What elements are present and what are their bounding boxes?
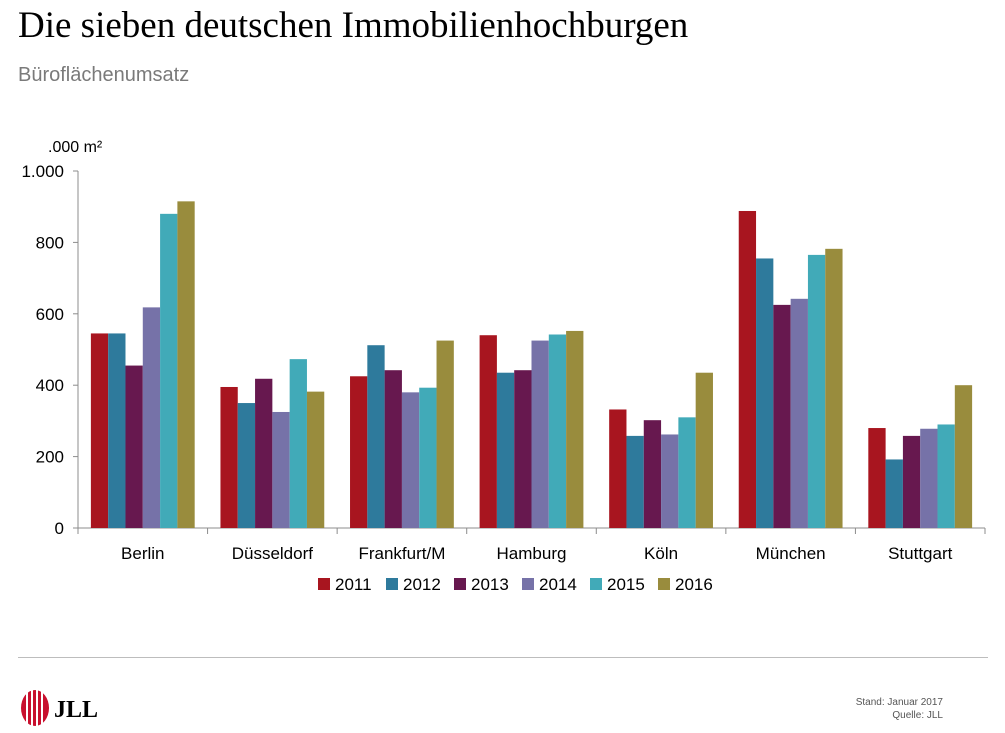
bar-düsseldorf-2016: [306, 391, 325, 528]
y-tick-label: 1.000: [21, 162, 64, 181]
bar-münchen-2015: [807, 254, 826, 528]
legend-swatch-2015: [590, 578, 602, 590]
x-tick-label: Köln: [644, 544, 678, 563]
jll-logo-mark: [21, 690, 49, 726]
legend-swatch-2011: [318, 578, 330, 590]
y-tick-label: 400: [36, 376, 64, 395]
legend-label-2016: 2016: [675, 575, 713, 594]
bar-münchen-2012: [756, 258, 774, 528]
footer-stand: Stand: Januar 2017: [855, 697, 943, 708]
bar-münchen-2014: [790, 298, 808, 528]
bar-münchen-2016: [825, 248, 843, 529]
legend-label-2011: 2011: [335, 575, 372, 594]
bar-berlin-2013: [125, 365, 143, 528]
bar-stuttgart-2012: [885, 459, 903, 528]
bar-hamburg-2011: [479, 335, 497, 528]
legend-swatch-2013: [454, 578, 466, 590]
bar-berlin-2011: [90, 333, 109, 528]
bar-münchen-2013: [773, 304, 791, 528]
bar-düsseldorf-2014: [272, 411, 290, 528]
footer-divider: [18, 657, 988, 658]
bar-düsseldorf-2011: [220, 386, 238, 528]
chart-subtitle: Büroflächenumsatz: [18, 64, 190, 86]
bar-stuttgart-2014: [920, 428, 938, 528]
bar-frankfurt-m-2011: [350, 376, 368, 528]
jll-logo: JLL: [21, 690, 98, 726]
legend-label-2014: 2014: [539, 575, 577, 594]
bar-düsseldorf-2012: [237, 403, 256, 528]
legend-label-2015: 2015: [607, 575, 645, 594]
footer-source: Quelle: JLL: [892, 710, 943, 721]
x-tick-label: Düsseldorf: [232, 544, 314, 563]
bar-köln-2015: [678, 417, 696, 528]
legend-label-2012: 2012: [403, 575, 441, 594]
y-tick-label: 0: [55, 519, 64, 538]
bar-stuttgart-2011: [868, 428, 886, 528]
x-tick-label: Frankfurt/M: [358, 544, 445, 563]
jll-logo-text: JLL: [54, 697, 98, 723]
x-tick-label: Berlin: [121, 544, 164, 563]
bar-köln-2011: [609, 409, 627, 528]
chart-title: Die sieben deutschen Immobilienhochburge…: [18, 5, 689, 46]
bar-düsseldorf-2015: [289, 359, 307, 528]
bar-hamburg-2016: [566, 330, 584, 528]
bar-hamburg-2014: [531, 340, 549, 528]
bar-hamburg-2015: [548, 334, 567, 528]
bar-stuttgart-2016: [954, 385, 973, 528]
bar-stuttgart-2013: [902, 435, 921, 528]
bar-berlin-2012: [108, 333, 126, 528]
bar-münchen-2011: [738, 210, 757, 528]
legend-swatch-2012: [386, 578, 398, 590]
bar-frankfurt-m-2014: [401, 392, 420, 528]
bar-hamburg-2013: [514, 370, 532, 528]
x-tick-label: München: [756, 544, 826, 563]
bar-köln-2014: [661, 434, 679, 528]
bar-frankfurt-m-2012: [367, 345, 385, 528]
bar-berlin-2015: [160, 213, 178, 528]
bar-stuttgart-2015: [937, 424, 955, 528]
bar-köln-2016: [695, 372, 713, 528]
bar-düsseldorf-2013: [255, 378, 273, 528]
x-tick-label: Hamburg: [497, 544, 567, 563]
bar-hamburg-2012: [496, 372, 515, 528]
y-axis-unit-label: .000 m²: [48, 139, 103, 156]
legend-swatch-2014: [522, 578, 534, 590]
bar-köln-2012: [626, 435, 644, 528]
bar-frankfurt-m-2013: [384, 370, 402, 528]
bar-frankfurt-m-2015: [419, 387, 437, 528]
legend-label-2013: 2013: [471, 575, 509, 594]
bar-berlin-2016: [177, 201, 195, 528]
y-tick-label: 200: [36, 448, 64, 467]
y-tick-label: 800: [36, 233, 64, 252]
bar-chart: .000 m² 0 200 400 600 800 1.000 Berlin Düsseldor…: [21, 139, 986, 594]
y-tick-label: 600: [36, 305, 64, 324]
legend-swatch-2016: [658, 578, 670, 590]
x-tick-label: Stuttgart: [888, 544, 953, 563]
bar-frankfurt-m-2016: [436, 340, 454, 528]
bar-berlin-2014: [142, 307, 161, 528]
bar-köln-2013: [643, 420, 662, 528]
